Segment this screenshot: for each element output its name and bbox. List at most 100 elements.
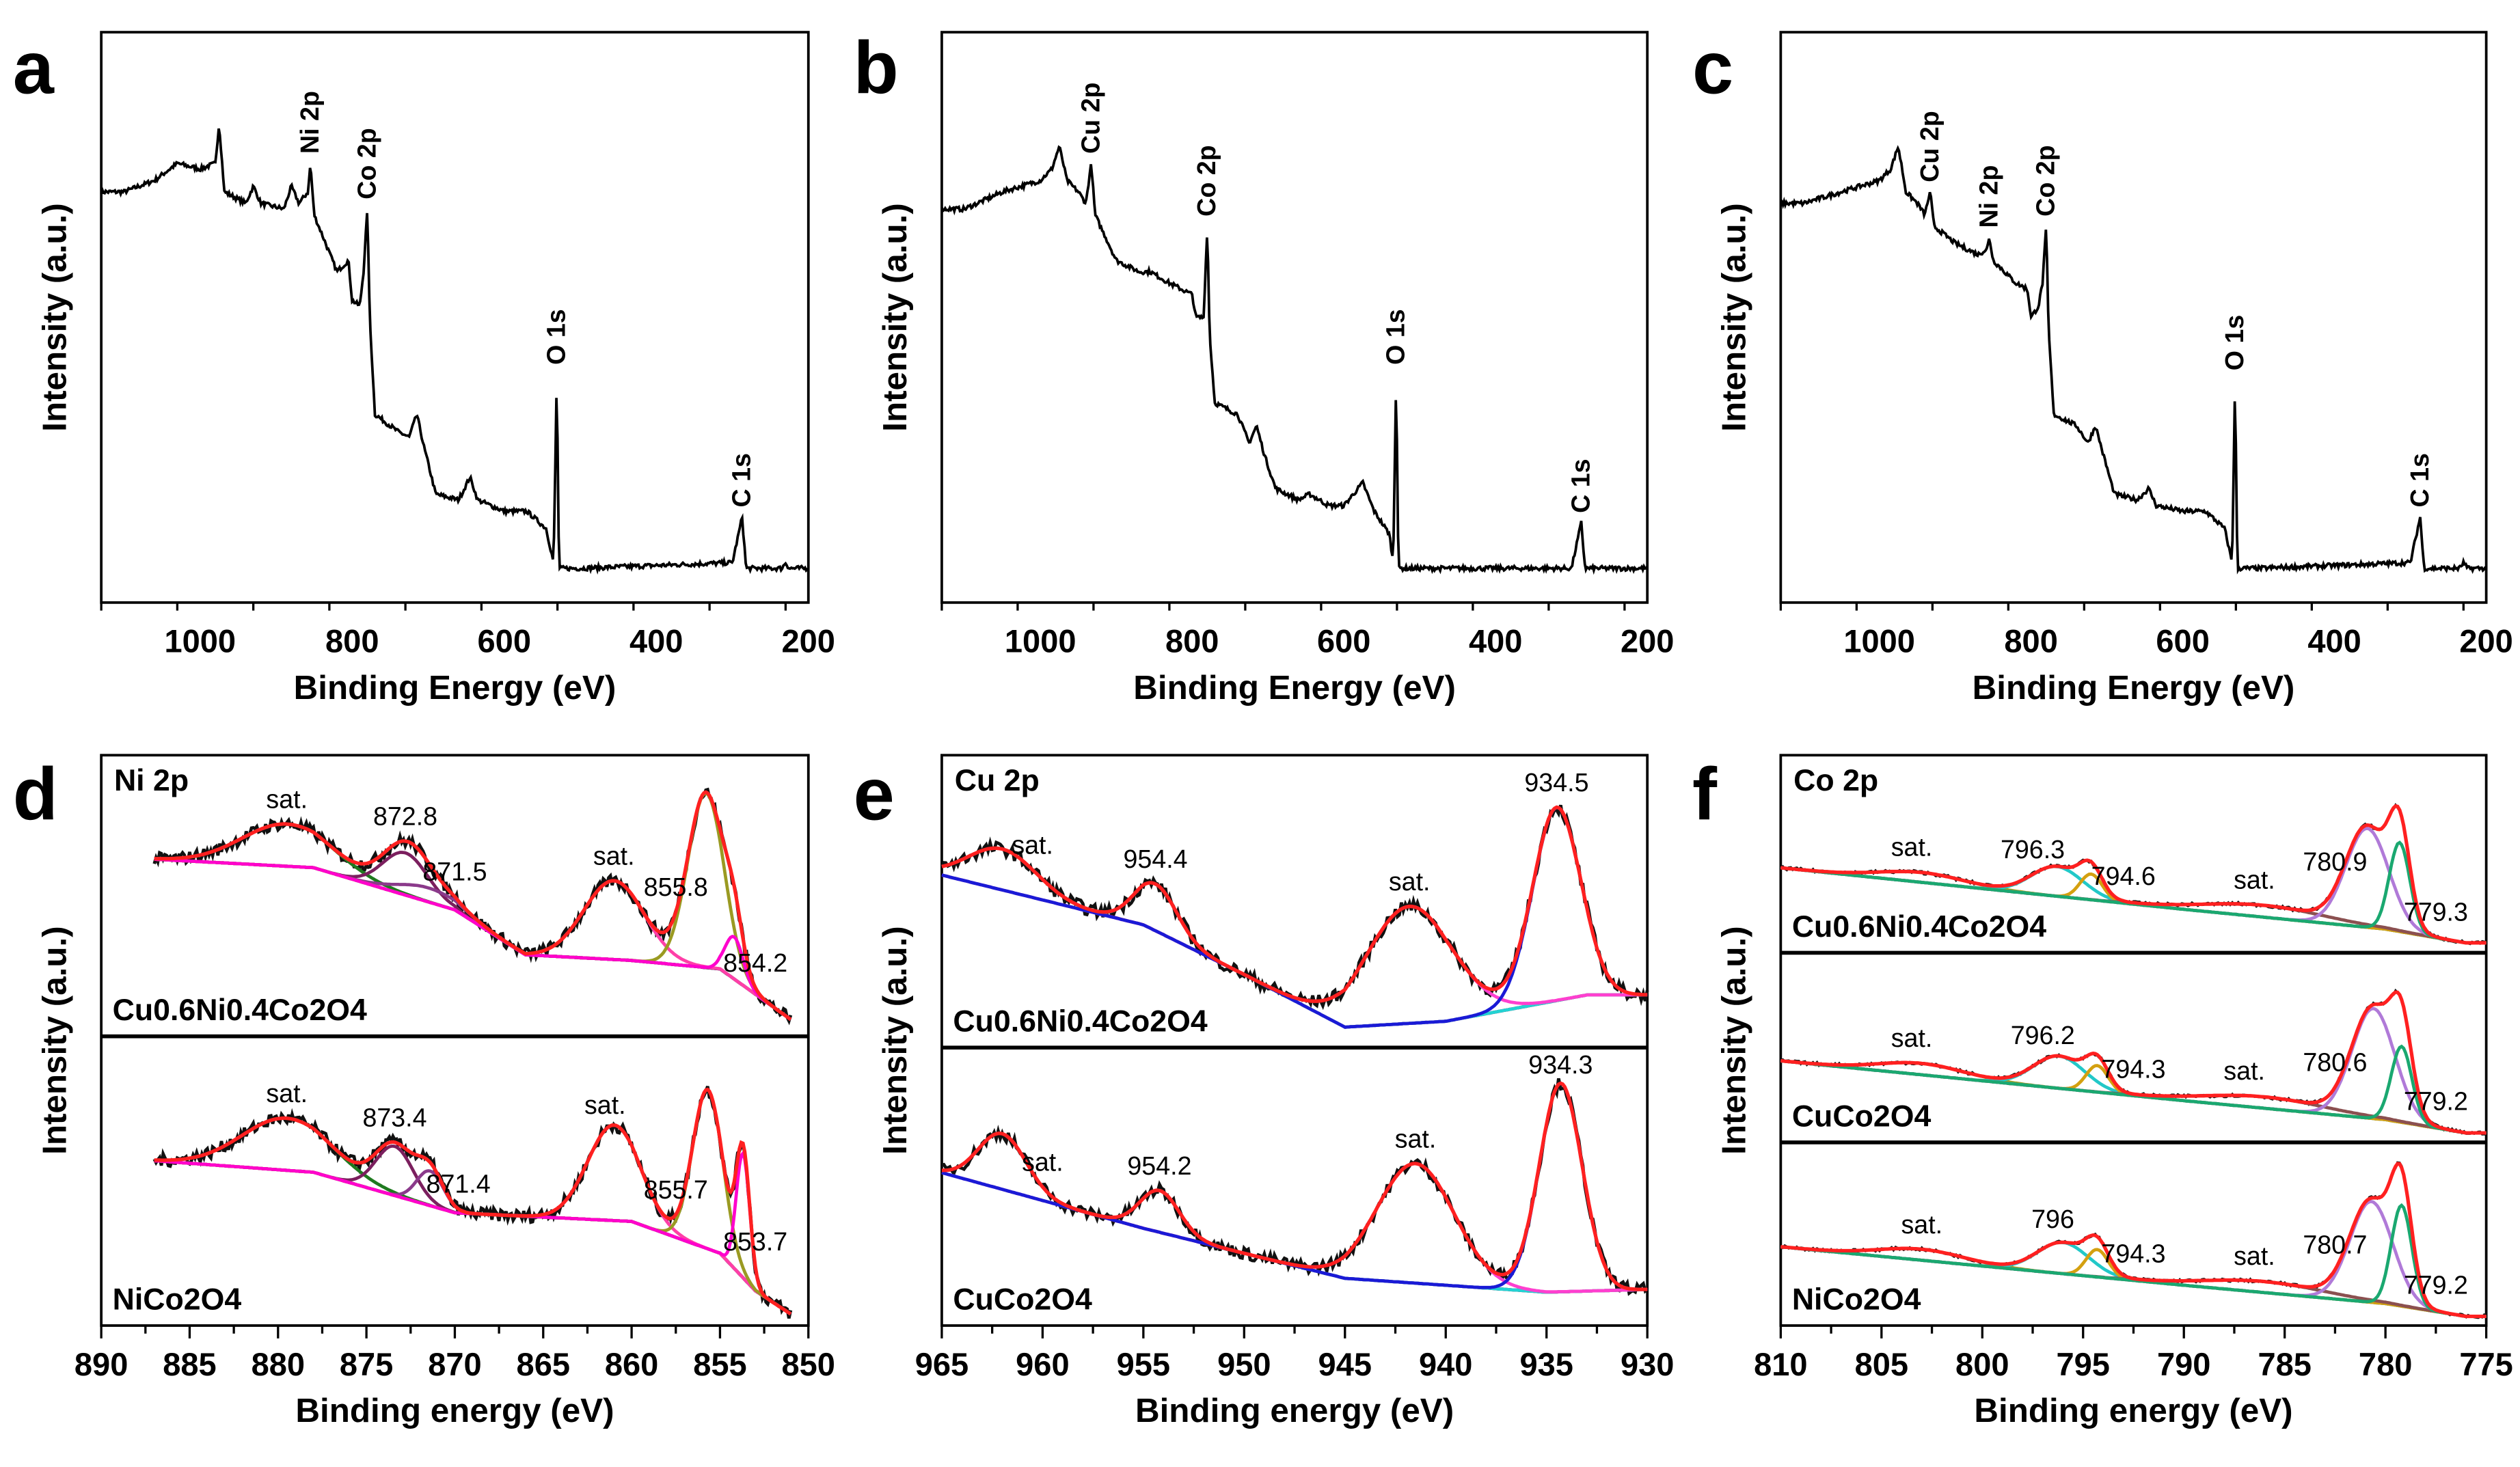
element-label: Cu 2p [955,764,1040,797]
envelope-fit-line [1780,1162,2487,1319]
x-tick-label: 1000 [1005,623,1076,659]
x-tick-label: 200 [782,623,835,659]
peak-label: 934.3 [1528,1050,1593,1079]
peak-label: 796.2 [2011,1021,2075,1050]
fit-component-line [941,1162,1648,1293]
fit-component-line [154,1116,792,1316]
x-tick-label: 850 [782,1346,835,1382]
x-tick-label: 200 [2459,623,2512,659]
x-tick-label: 780 [2359,1346,2412,1382]
peak-label: Ni 2p [1974,165,2003,228]
panel-a: a 1000 800 600 400 200 Binding Energy (eV) Inte… [13,26,835,706]
fit-component-line [154,858,792,1021]
peak-label: 779.3 [2404,897,2468,926]
panel-letter: b [854,26,899,109]
x-tick-label: 935 [1519,1346,1573,1382]
x-tick-label: 810 [1754,1346,1807,1382]
y-axis-label: Intensity (a.u.) [876,926,914,1155]
x-tick-label: 875 [340,1346,393,1382]
plot-frame [940,31,1649,604]
peak-label: 855.7 [644,1175,708,1204]
y-axis-label: Intensity (a.u.) [36,926,73,1155]
peak-label: sat. [1022,1148,1063,1177]
x-tick-label: 790 [2157,1346,2210,1382]
x-tick-label: 800 [1955,1346,2009,1382]
x-tick-label: 960 [1016,1346,1069,1382]
sample-label: Cu0.6Ni0.4Co2O4 [1792,910,2046,944]
peak-label: sat. [1389,867,1431,896]
peak-label: sat. [1891,832,1933,861]
peak-label: 796 [2031,1205,2074,1233]
peak-label: Cu 2p [1076,83,1105,154]
peak-label: sat. [1395,1125,1437,1153]
x-tick-label: 600 [478,623,531,659]
peak-label: sat. [2223,1056,2265,1085]
peak-label: 854.2 [723,948,787,977]
peak-label: 794.3 [2101,1055,2165,1084]
plot-frame [1779,31,2488,604]
peak-label: Ni 2p [295,91,324,154]
y-axis-label: Intensity (a.u.) [876,203,914,432]
peak-label: 779.2 [2404,1086,2468,1115]
y-axis-label: Intensity (a.u.) [1716,926,1753,1155]
x-tick-label: 885 [163,1346,216,1382]
peak-label: 780.7 [2303,1231,2367,1259]
peak-label: sat. [1901,1210,1942,1239]
x-tick-label: 795 [2057,1346,2110,1382]
x-axis-label: Binding energy (eV) [1135,1392,1454,1429]
peak-label: 780.9 [2303,847,2367,876]
peak-label: sat. [593,842,635,870]
survey-spectrum-line [1780,145,2487,575]
peak-label: O 1s [1381,309,1410,365]
panel-letter: c [1692,26,1733,109]
peak-label: Co 2p [352,128,381,199]
y-axis-label: Intensity (a.u.) [1716,203,1753,432]
peak-label: O 1s [541,309,570,365]
x-tick-label: 600 [2156,623,2209,659]
x-tick-label: 800 [2004,623,2057,659]
panel-d: d 890 885 880 875 870 865 860 855 850 Binding ener… [13,752,835,1429]
peak-label: 873.4 [362,1103,426,1132]
peak-label: Cu 2p [1915,111,1944,182]
peak-label: sat. [584,1091,626,1119]
x-tick-label: 400 [2307,623,2361,659]
panel-b: b 1000 800 600 400 200 Binding Energy (eV) Inte… [854,26,1675,706]
fit-component-line [154,791,792,1021]
peak-label: sat. [266,785,308,814]
panel-letter: a [13,26,55,109]
peak-label: Co 2p [2031,145,2060,216]
peak-label: 780.6 [2303,1047,2367,1076]
x-tick-label: 200 [1621,623,1674,659]
envelope-fit-line [154,1087,792,1316]
spectrum-CuCo2O4: sat. 954.2 sat. 934.3 CuCo2O4 [941,1045,1649,1316]
x-tick-label: 860 [605,1346,658,1382]
x-tick-label: 890 [74,1346,128,1382]
spectrum-Cu0.6Ni0.4Co2O4: sat. 954.4 sat. 934.5 Cu0.6Ni0.4Co2O4 [940,768,1649,1039]
peak-label: C 1s [1566,458,1595,512]
x-tick-label: 800 [1165,623,1219,659]
sample-label: CuCo2O4 [1792,1099,1932,1133]
peak-label: 796.3 [2001,835,2065,864]
sample-label: NiCo2O4 [113,1283,242,1316]
x-tick-label: 965 [915,1346,968,1382]
peak-label: 853.7 [723,1227,787,1256]
x-axis-label: Binding Energy (eV) [294,669,617,707]
peak-label: 871.5 [422,858,487,886]
peak-label: 954.4 [1123,845,1187,873]
spectrum-CuCo2O4: sat. 796.2 794.3 sat. 780.6 779.2 CuCo2O4 [1780,950,2487,1136]
panel-e: e 965 960 955 950 945 940 935 930 Binding energy … [854,752,1675,1429]
plot-frame [100,754,810,1327]
peak-label: sat. [2234,865,2275,894]
envelope-fit-line [1780,990,2487,1135]
peak-label: 934.5 [1524,768,1588,797]
x-tick-label: 400 [1469,623,1522,659]
spectrum-Cu0.6Ni0.4Co2O4: sat. 796.3 794.6 sat. 780.9 779.3 Cu0.6Ni0.4Co… [1780,803,2487,946]
envelope-fit-line [1780,804,2487,945]
x-axis-label: Binding energy (eV) [295,1392,614,1429]
x-tick-label: 855 [693,1346,746,1382]
x-tick-label: 870 [428,1346,481,1382]
plot-frame [100,31,810,604]
peak-label: sat. [1891,1024,1933,1052]
x-tick-label: 865 [517,1346,570,1382]
fit-component-line [941,873,1648,1005]
